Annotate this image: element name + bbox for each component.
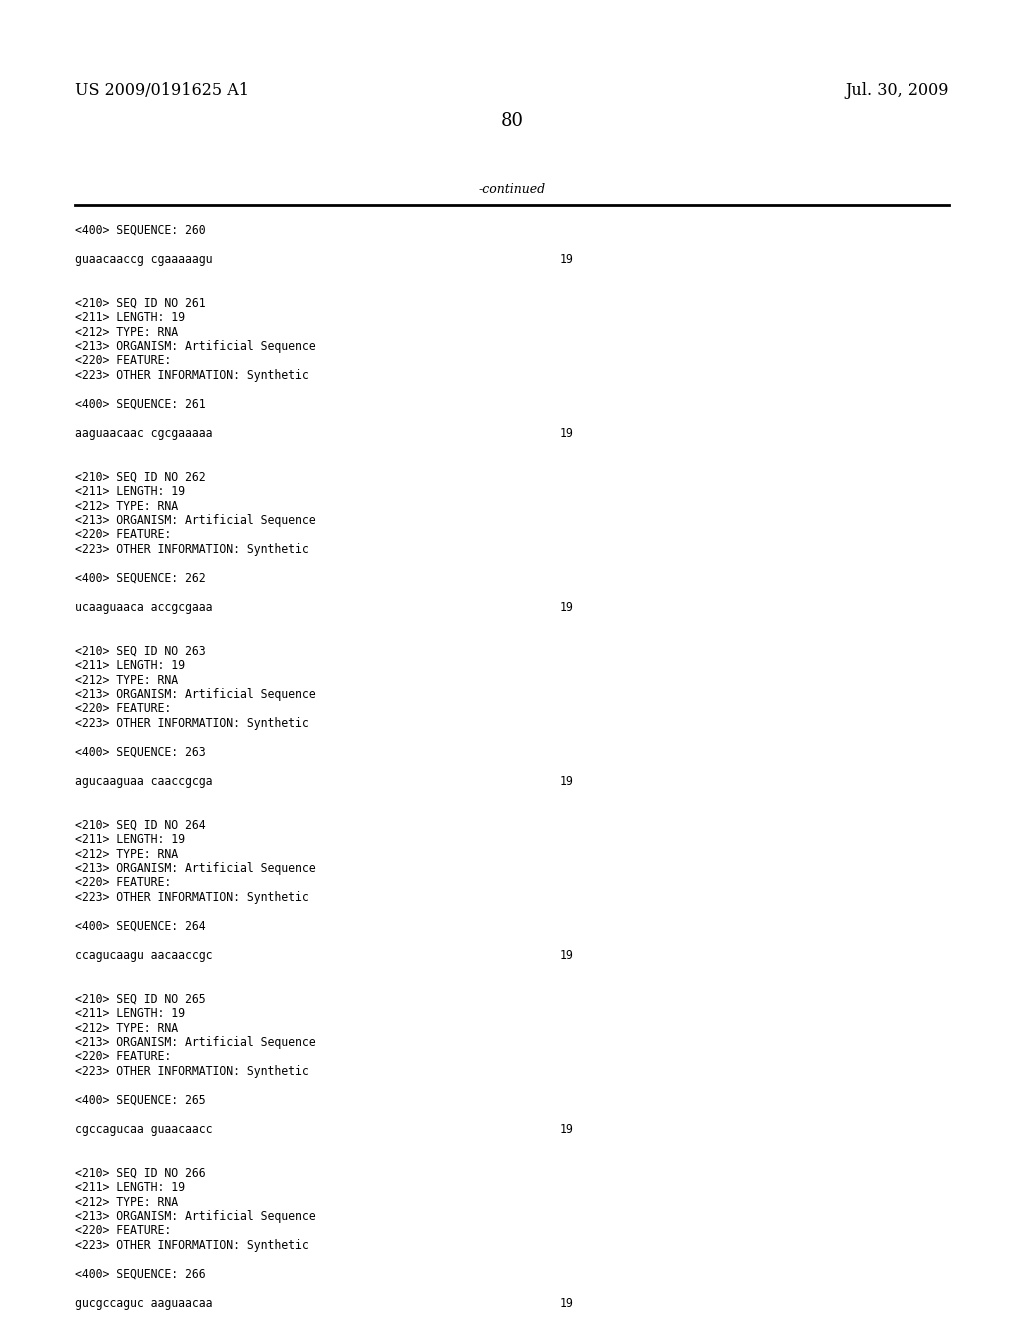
Text: <400> SEQUENCE: 261: <400> SEQUENCE: 261 bbox=[75, 399, 206, 411]
Text: <223> OTHER INFORMATION: Synthetic: <223> OTHER INFORMATION: Synthetic bbox=[75, 1065, 309, 1078]
Text: <400> SEQUENCE: 265: <400> SEQUENCE: 265 bbox=[75, 1094, 206, 1107]
Text: <212> TYPE: RNA: <212> TYPE: RNA bbox=[75, 847, 178, 861]
Text: 19: 19 bbox=[560, 253, 573, 267]
Text: <220> FEATURE:: <220> FEATURE: bbox=[75, 1225, 171, 1238]
Text: <400> SEQUENCE: 266: <400> SEQUENCE: 266 bbox=[75, 1269, 206, 1280]
Text: guaacaaccg cgaaaaagu: guaacaaccg cgaaaaagu bbox=[75, 253, 213, 267]
Text: <211> LENGTH: 19: <211> LENGTH: 19 bbox=[75, 484, 185, 498]
Text: <220> FEATURE:: <220> FEATURE: bbox=[75, 702, 171, 715]
Text: <213> ORGANISM: Artificial Sequence: <213> ORGANISM: Artificial Sequence bbox=[75, 1210, 315, 1224]
Text: <213> ORGANISM: Artificial Sequence: <213> ORGANISM: Artificial Sequence bbox=[75, 1036, 315, 1049]
Text: <400> SEQUENCE: 260: <400> SEQUENCE: 260 bbox=[75, 224, 206, 238]
Text: 19: 19 bbox=[560, 1123, 573, 1137]
Text: <212> TYPE: RNA: <212> TYPE: RNA bbox=[75, 326, 178, 338]
Text: gucgccaguc aaguaacaa: gucgccaguc aaguaacaa bbox=[75, 1298, 213, 1309]
Text: <213> ORGANISM: Artificial Sequence: <213> ORGANISM: Artificial Sequence bbox=[75, 688, 315, 701]
Text: Jul. 30, 2009: Jul. 30, 2009 bbox=[846, 82, 949, 99]
Text: <400> SEQUENCE: 262: <400> SEQUENCE: 262 bbox=[75, 572, 206, 585]
Text: <212> TYPE: RNA: <212> TYPE: RNA bbox=[75, 1022, 178, 1035]
Text: 19: 19 bbox=[560, 949, 573, 962]
Text: <210> SEQ ID NO 266: <210> SEQ ID NO 266 bbox=[75, 1167, 206, 1180]
Text: <212> TYPE: RNA: <212> TYPE: RNA bbox=[75, 1196, 178, 1209]
Text: <210> SEQ ID NO 261: <210> SEQ ID NO 261 bbox=[75, 297, 206, 309]
Text: <210> SEQ ID NO 264: <210> SEQ ID NO 264 bbox=[75, 818, 206, 832]
Text: ccagucaagu aacaaccgc: ccagucaagu aacaaccgc bbox=[75, 949, 213, 962]
Text: <220> FEATURE:: <220> FEATURE: bbox=[75, 528, 171, 541]
Text: <223> OTHER INFORMATION: Synthetic: <223> OTHER INFORMATION: Synthetic bbox=[75, 370, 309, 381]
Text: <210> SEQ ID NO 262: <210> SEQ ID NO 262 bbox=[75, 470, 206, 483]
Text: <211> LENGTH: 19: <211> LENGTH: 19 bbox=[75, 659, 185, 672]
Text: 80: 80 bbox=[501, 112, 523, 129]
Text: agucaaguaa caaccgcga: agucaaguaa caaccgcga bbox=[75, 775, 213, 788]
Text: <210> SEQ ID NO 265: <210> SEQ ID NO 265 bbox=[75, 993, 206, 1006]
Text: <220> FEATURE:: <220> FEATURE: bbox=[75, 1051, 171, 1064]
Text: <213> ORGANISM: Artificial Sequence: <213> ORGANISM: Artificial Sequence bbox=[75, 513, 315, 527]
Text: <400> SEQUENCE: 263: <400> SEQUENCE: 263 bbox=[75, 746, 206, 759]
Text: <400> SEQUENCE: 264: <400> SEQUENCE: 264 bbox=[75, 920, 206, 933]
Text: US 2009/0191625 A1: US 2009/0191625 A1 bbox=[75, 82, 249, 99]
Text: aaguaacaac cgcgaaaaa: aaguaacaac cgcgaaaaa bbox=[75, 426, 213, 440]
Text: <212> TYPE: RNA: <212> TYPE: RNA bbox=[75, 673, 178, 686]
Text: <223> OTHER INFORMATION: Synthetic: <223> OTHER INFORMATION: Synthetic bbox=[75, 891, 309, 904]
Text: 19: 19 bbox=[560, 775, 573, 788]
Text: <213> ORGANISM: Artificial Sequence: <213> ORGANISM: Artificial Sequence bbox=[75, 862, 315, 875]
Text: <211> LENGTH: 19: <211> LENGTH: 19 bbox=[75, 1007, 185, 1020]
Text: <220> FEATURE:: <220> FEATURE: bbox=[75, 355, 171, 367]
Text: <211> LENGTH: 19: <211> LENGTH: 19 bbox=[75, 312, 185, 323]
Text: <212> TYPE: RNA: <212> TYPE: RNA bbox=[75, 499, 178, 512]
Text: <223> OTHER INFORMATION: Synthetic: <223> OTHER INFORMATION: Synthetic bbox=[75, 543, 309, 556]
Text: <210> SEQ ID NO 263: <210> SEQ ID NO 263 bbox=[75, 644, 206, 657]
Text: <213> ORGANISM: Artificial Sequence: <213> ORGANISM: Artificial Sequence bbox=[75, 341, 315, 352]
Text: 19: 19 bbox=[560, 1298, 573, 1309]
Text: <211> LENGTH: 19: <211> LENGTH: 19 bbox=[75, 833, 185, 846]
Text: <211> LENGTH: 19: <211> LENGTH: 19 bbox=[75, 1181, 185, 1195]
Text: 19: 19 bbox=[560, 601, 573, 614]
Text: <223> OTHER INFORMATION: Synthetic: <223> OTHER INFORMATION: Synthetic bbox=[75, 1239, 309, 1251]
Text: -continued: -continued bbox=[478, 183, 546, 195]
Text: <223> OTHER INFORMATION: Synthetic: <223> OTHER INFORMATION: Synthetic bbox=[75, 717, 309, 730]
Text: 19: 19 bbox=[560, 426, 573, 440]
Text: <220> FEATURE:: <220> FEATURE: bbox=[75, 876, 171, 890]
Text: ucaaguaaca accgcgaaa: ucaaguaaca accgcgaaa bbox=[75, 601, 213, 614]
Text: cgccagucaa guaacaacc: cgccagucaa guaacaacc bbox=[75, 1123, 213, 1137]
